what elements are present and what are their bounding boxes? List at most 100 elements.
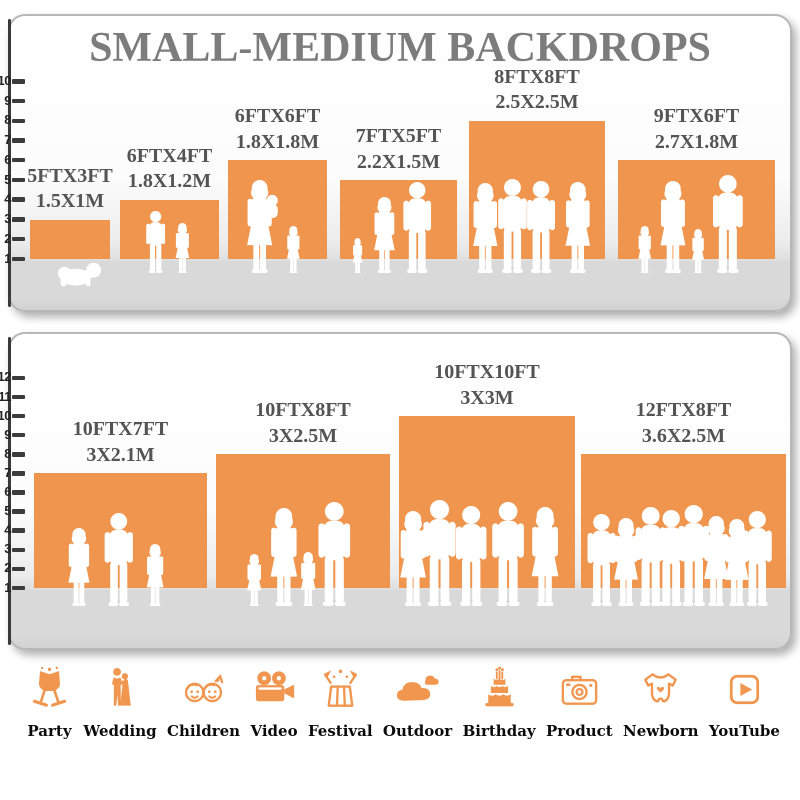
bar-label: 9FTX6FT 2.7X1.8M: [654, 104, 740, 155]
axis-tick: [12, 490, 25, 495]
bar-label-m: 3X3M: [460, 386, 514, 409]
product-icon: [556, 666, 603, 713]
bar-label: 6FTX6FT 1.8X1.8M: [235, 104, 321, 155]
small-backdrops-panel: 5FTX3FT 1.5X1M 6FTX4FT 1.8X1.2M 6FTX6FT 1.8X1…: [8, 14, 792, 312]
bar-5ftx3ft: [30, 219, 110, 259]
bar-label-m: 2.7X1.8M: [654, 130, 739, 153]
bar-label-ft: 10FTX10FT: [434, 361, 540, 384]
axis-tick: [12, 394, 25, 400]
axis-tick: [12, 256, 25, 262]
axis-tick-label: 3: [4, 211, 11, 226]
people-silhouettes: [352, 182, 432, 273]
axis-tick-label: 8: [4, 445, 11, 461]
category-newborn: Newborn: [623, 666, 699, 740]
axis-tick: [12, 98, 25, 104]
category-party: Party: [26, 666, 73, 740]
axis-tick-label: 1: [4, 250, 11, 266]
axis-tick: [12, 197, 25, 202]
category-video: Video: [250, 666, 298, 740]
bar-label-m: 3X2.5M: [268, 424, 338, 447]
birthday-icon: [476, 666, 523, 713]
bar-label-m: 3X2.1M: [86, 443, 155, 466]
category-children: Children: [167, 666, 240, 740]
bar-label: 8FTX8FT 2.5X2.5M: [494, 65, 580, 116]
category-product: Product: [546, 666, 613, 740]
bar-label: 6FTX4FT 1.8X1.2M: [127, 144, 213, 195]
axis-tick-label: 4: [4, 522, 11, 538]
axis-tick: [12, 118, 25, 124]
bar-label-m: 1.8X1.8M: [235, 130, 320, 153]
category-label: Birthday: [462, 722, 536, 740]
axis-tick: [12, 177, 25, 183]
bar-label-ft: 7FTX5FT: [355, 125, 442, 147]
axis-tick: [12, 471, 25, 476]
bar-label-ft: 9FTX6FT: [653, 105, 740, 128]
axis-tick: [12, 157, 25, 163]
category-youtube: YouTube: [709, 666, 780, 740]
axis-tick-label: 12: [0, 369, 12, 385]
bar-label-m: 1.8X1.2M: [127, 170, 212, 193]
category-label: Festival: [307, 722, 373, 740]
y-axis-line: [8, 337, 11, 645]
bar-label: 10FTX7FT 3X2.1M: [73, 417, 169, 468]
axis-tick-label: 2: [4, 230, 11, 246]
people-silhouettes: [247, 502, 351, 606]
bar-label: 5FTX3FT 1.5X1M: [27, 164, 113, 215]
bar-label: 10FTX10FT 3X3M: [434, 360, 540, 411]
youtube-icon: [721, 666, 768, 713]
category-label: Product: [546, 722, 613, 740]
axis-tick: [12, 138, 25, 143]
axis-tick-label: 2: [4, 560, 11, 576]
axis-tick: [12, 585, 25, 591]
axis-tick-label: 11: [0, 388, 12, 404]
axis-tick-label: 8: [4, 112, 11, 128]
bar-label-ft: 10FTX7FT: [72, 418, 169, 441]
category-label: Wedding: [83, 722, 157, 740]
people-silhouettes: [68, 513, 164, 606]
category-wedding: Wedding: [83, 666, 157, 740]
axis-tick-label: 10: [0, 72, 12, 88]
party-icon: [26, 666, 73, 713]
axis-tick: [12, 452, 25, 457]
axis-tick: [12, 566, 25, 572]
axis-tick-label: 9: [4, 426, 11, 442]
category-label: Outdoor: [382, 722, 453, 740]
axis-tick: [12, 509, 25, 514]
axis-tick-label: 1: [4, 579, 11, 595]
bar-label-m: 2.5X2.5M: [495, 91, 579, 114]
axis-tick: [12, 413, 25, 419]
y-axis-line: [8, 19, 11, 307]
axis-tick-label: 5: [4, 503, 11, 519]
people-silhouettes: [587, 505, 772, 606]
bar-label: 12FTX8FT 3.6X2.5M: [636, 398, 732, 449]
festival-icon: [317, 666, 364, 713]
bar-label-ft: 12FTX8FT: [635, 399, 732, 422]
axis-tick: [12, 236, 25, 242]
bar-label: 7FTX5FT 2.2X1.5M: [356, 124, 442, 175]
wedding-icon: [97, 666, 144, 713]
category-label: Newborn: [623, 722, 699, 740]
bar-label-ft: 8FTX8FT: [494, 65, 580, 88]
axis-tick-label: 9: [4, 92, 11, 108]
axis-tick: [12, 79, 25, 84]
axis-tick: [12, 375, 25, 381]
bar-label-m: 1.5X1M: [35, 190, 105, 213]
category-outdoor: Outdoor: [383, 666, 452, 740]
page-title: SMALL-MEDIUM BACKDROPS: [89, 25, 711, 71]
category-label: Children: [167, 722, 241, 740]
outdoor-icon: [394, 666, 441, 713]
medium-backdrops-panel: 10FTX7FT 3X2.1M 10FTX8FT 3X2.5M 10FTX10FT 3X3…: [8, 332, 792, 650]
people-silhouettes: [247, 180, 300, 273]
axis-tick-label: 5: [4, 171, 11, 187]
bar-label-m: 2.2X1.5M: [356, 150, 441, 173]
axis-tick-label: 10: [0, 407, 12, 423]
bar-label-ft: 5FTX3FT: [27, 164, 113, 187]
category-label: YouTube: [708, 722, 780, 740]
bar-6ftx4ft: [120, 199, 219, 260]
people-silhouettes: [146, 211, 190, 273]
category-icon-row: Party Wedding Children Video Festival Outdoor…: [26, 666, 780, 740]
axis-tick: [12, 217, 25, 222]
people-silhouettes: [400, 500, 559, 606]
people-silhouettes: [473, 179, 591, 273]
